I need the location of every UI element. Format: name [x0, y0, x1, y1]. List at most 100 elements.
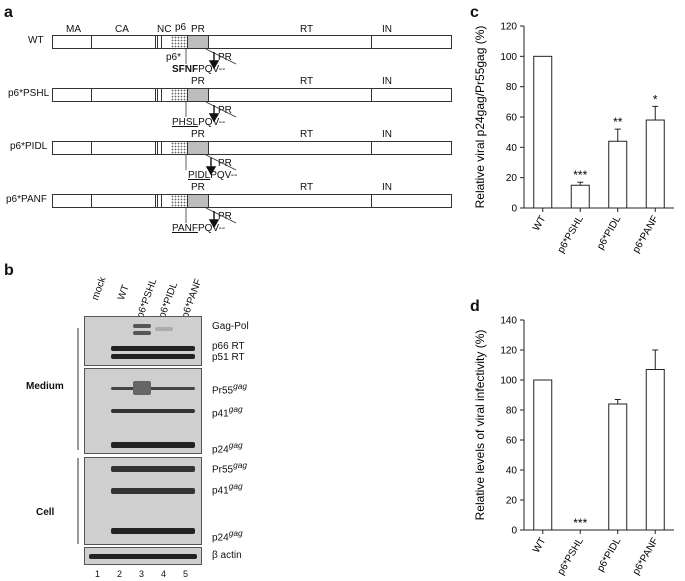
cleavage-seq-panf-suffix: PQV-- — [197, 223, 226, 234]
band-label-medium-p24: p24 — [212, 444, 229, 456]
band-label-cell-pr55: Pr55 — [212, 464, 234, 476]
panel-label-d: d — [470, 298, 480, 315]
lane-label-pshl: p6*PSHL — [135, 277, 160, 320]
lane-label-panf: p6*PANF — [180, 277, 205, 320]
x-tick-label: WT — [531, 536, 548, 555]
domain-label-ca: CA — [115, 24, 129, 35]
in-label-pidl: IN — [382, 129, 392, 140]
x-tick-label: WT — [531, 214, 548, 233]
construct-connectors — [185, 48, 237, 229]
lane-number-5: 5 — [183, 569, 189, 579]
in-label-panf: IN — [382, 182, 392, 193]
bar-p6*PIDL — [608, 140, 628, 209]
y-tick-label: 60 — [506, 113, 518, 124]
lane-number-2: 2 — [117, 569, 123, 579]
significance-p6*PSHL: *** — [573, 516, 587, 530]
significance-p6*PANF: * — [653, 92, 658, 106]
y-tick-label: 40 — [506, 466, 518, 477]
cleavage-seq-pshl-prefix: PHSL — [172, 117, 199, 128]
bar-p6*PIDL — [608, 403, 628, 531]
y-tick-label: 100 — [500, 52, 517, 63]
construct-bar-pidl — [52, 141, 452, 155]
pr-cleavage-label-pshl: PR — [218, 105, 232, 116]
blot-rt — [84, 316, 202, 366]
bar-p6*PANF — [645, 119, 665, 209]
construct-name-pshl: p6*PSHL — [8, 88, 50, 99]
pr-cleavage-label-panf: PR — [218, 211, 232, 222]
p6star-label: p6* — [166, 52, 182, 63]
y-tick-label: 40 — [506, 143, 518, 154]
panel-label-b: b — [4, 262, 14, 279]
domain-label-ma: MA — [66, 24, 81, 35]
in-label-pshl: IN — [382, 76, 392, 87]
bar-WT — [533, 379, 553, 531]
bar-p6*PANF — [645, 369, 665, 531]
rt-label-pidl: RT — [300, 129, 314, 140]
y-tick-label: 0 — [511, 526, 517, 537]
lane-label-mock: mock — [90, 275, 109, 302]
band-label-gag-pol: Gag-Pol — [212, 321, 249, 332]
x-tick-label: p6*PANF — [631, 214, 661, 255]
y-axis-title: Relative levels of viral infectivity (%) — [473, 330, 487, 521]
band-label-p51-rt: p51 RT — [212, 352, 245, 363]
band-label-p66-rt: p66 RT — [212, 341, 245, 352]
y-tick-label: 0 — [511, 204, 517, 215]
x-tick-label: p6*PANF — [631, 536, 661, 577]
rt-label-pshl: RT — [300, 76, 314, 87]
pr-label-pshl: PR — [191, 76, 205, 87]
band-label-actin: β actin — [212, 550, 242, 561]
cleavage-seq-panf-prefix: PANF — [172, 223, 198, 234]
y-tick-label: 120 — [500, 346, 517, 357]
y-tick-label: 20 — [506, 496, 518, 507]
cleavage-seq-pidl-prefix: PIDL — [188, 170, 211, 181]
cleavage-seq-wt-prefix: SFNF — [172, 64, 199, 75]
blot-medium-gag — [84, 368, 202, 454]
bar-p6*PSHL — [570, 184, 590, 209]
pr-cleavage-label-pidl: PR — [218, 158, 232, 169]
lane-label-pidl: p6*PIDL — [157, 280, 181, 320]
x-tick-label: p6*PIDL — [595, 214, 623, 252]
in-label-wt: IN — [382, 24, 392, 35]
panel-label-a: a — [4, 4, 13, 21]
construct-bar-wt — [52, 35, 452, 49]
cleavage-seq-wt-suffix: PQV-- — [198, 64, 226, 75]
pr-label-panf: PR — [191, 182, 205, 193]
x-tick-label: p6*PIDL — [595, 536, 623, 574]
construct-bar-panf — [52, 194, 452, 208]
domain-label-nc: NC — [157, 24, 172, 35]
significance-p6*PSHL: *** — [573, 168, 587, 182]
y-tick-label: 80 — [506, 406, 518, 417]
y-tick-label: 140 — [500, 316, 517, 327]
y-tick-label: 20 — [506, 173, 518, 184]
blot-cell-gag — [84, 457, 202, 545]
x-tick-label: p6*PSHL — [556, 214, 586, 256]
panel-label-c: c — [470, 4, 479, 21]
chart-panel-d: 0 20 40 60 80 100 120 140 Relative levels of vir… — [473, 316, 674, 578]
y-tick-label: 100 — [500, 376, 517, 387]
lane-label-wt: WT — [116, 283, 132, 302]
y-tick-label: 80 — [506, 82, 518, 93]
blot-actin — [84, 547, 202, 565]
band-label-medium-pr55: Pr55 — [212, 385, 234, 397]
section-cell: Cell — [36, 507, 55, 518]
band-label-medium-p41: p41 — [212, 408, 229, 420]
construct-bar-pshl — [52, 88, 452, 102]
lane-number-3: 3 — [139, 569, 145, 579]
chart-panel-c: 0 20 40 60 80 100 120 Relative viral p24gag/Pr5… — [473, 22, 674, 256]
y-tick-label: 120 — [500, 22, 517, 33]
y-axis-title: Relative viral p24gag/Pr55gag (%) — [473, 26, 487, 209]
y-tick-label: 60 — [506, 436, 518, 447]
rt-label-panf: RT — [300, 182, 314, 193]
pr-cleavage-label-wt: PR — [218, 52, 232, 63]
pr-label-pidl: PR — [191, 129, 205, 140]
domain-label-p6: p6 — [175, 22, 187, 33]
lane-number-4: 4 — [161, 569, 167, 579]
cleavage-seq-pidl-suffix: PQV-- — [210, 170, 238, 181]
x-tick-label: p6*PSHL — [556, 536, 586, 578]
pr-region — [187, 36, 209, 48]
pr-label-wt: PR — [191, 24, 205, 35]
significance-p6*PIDL: ** — [613, 115, 623, 129]
p6star-region — [171, 36, 187, 48]
section-medium: Medium — [26, 381, 64, 392]
construct-name-wt: WT — [28, 35, 44, 46]
